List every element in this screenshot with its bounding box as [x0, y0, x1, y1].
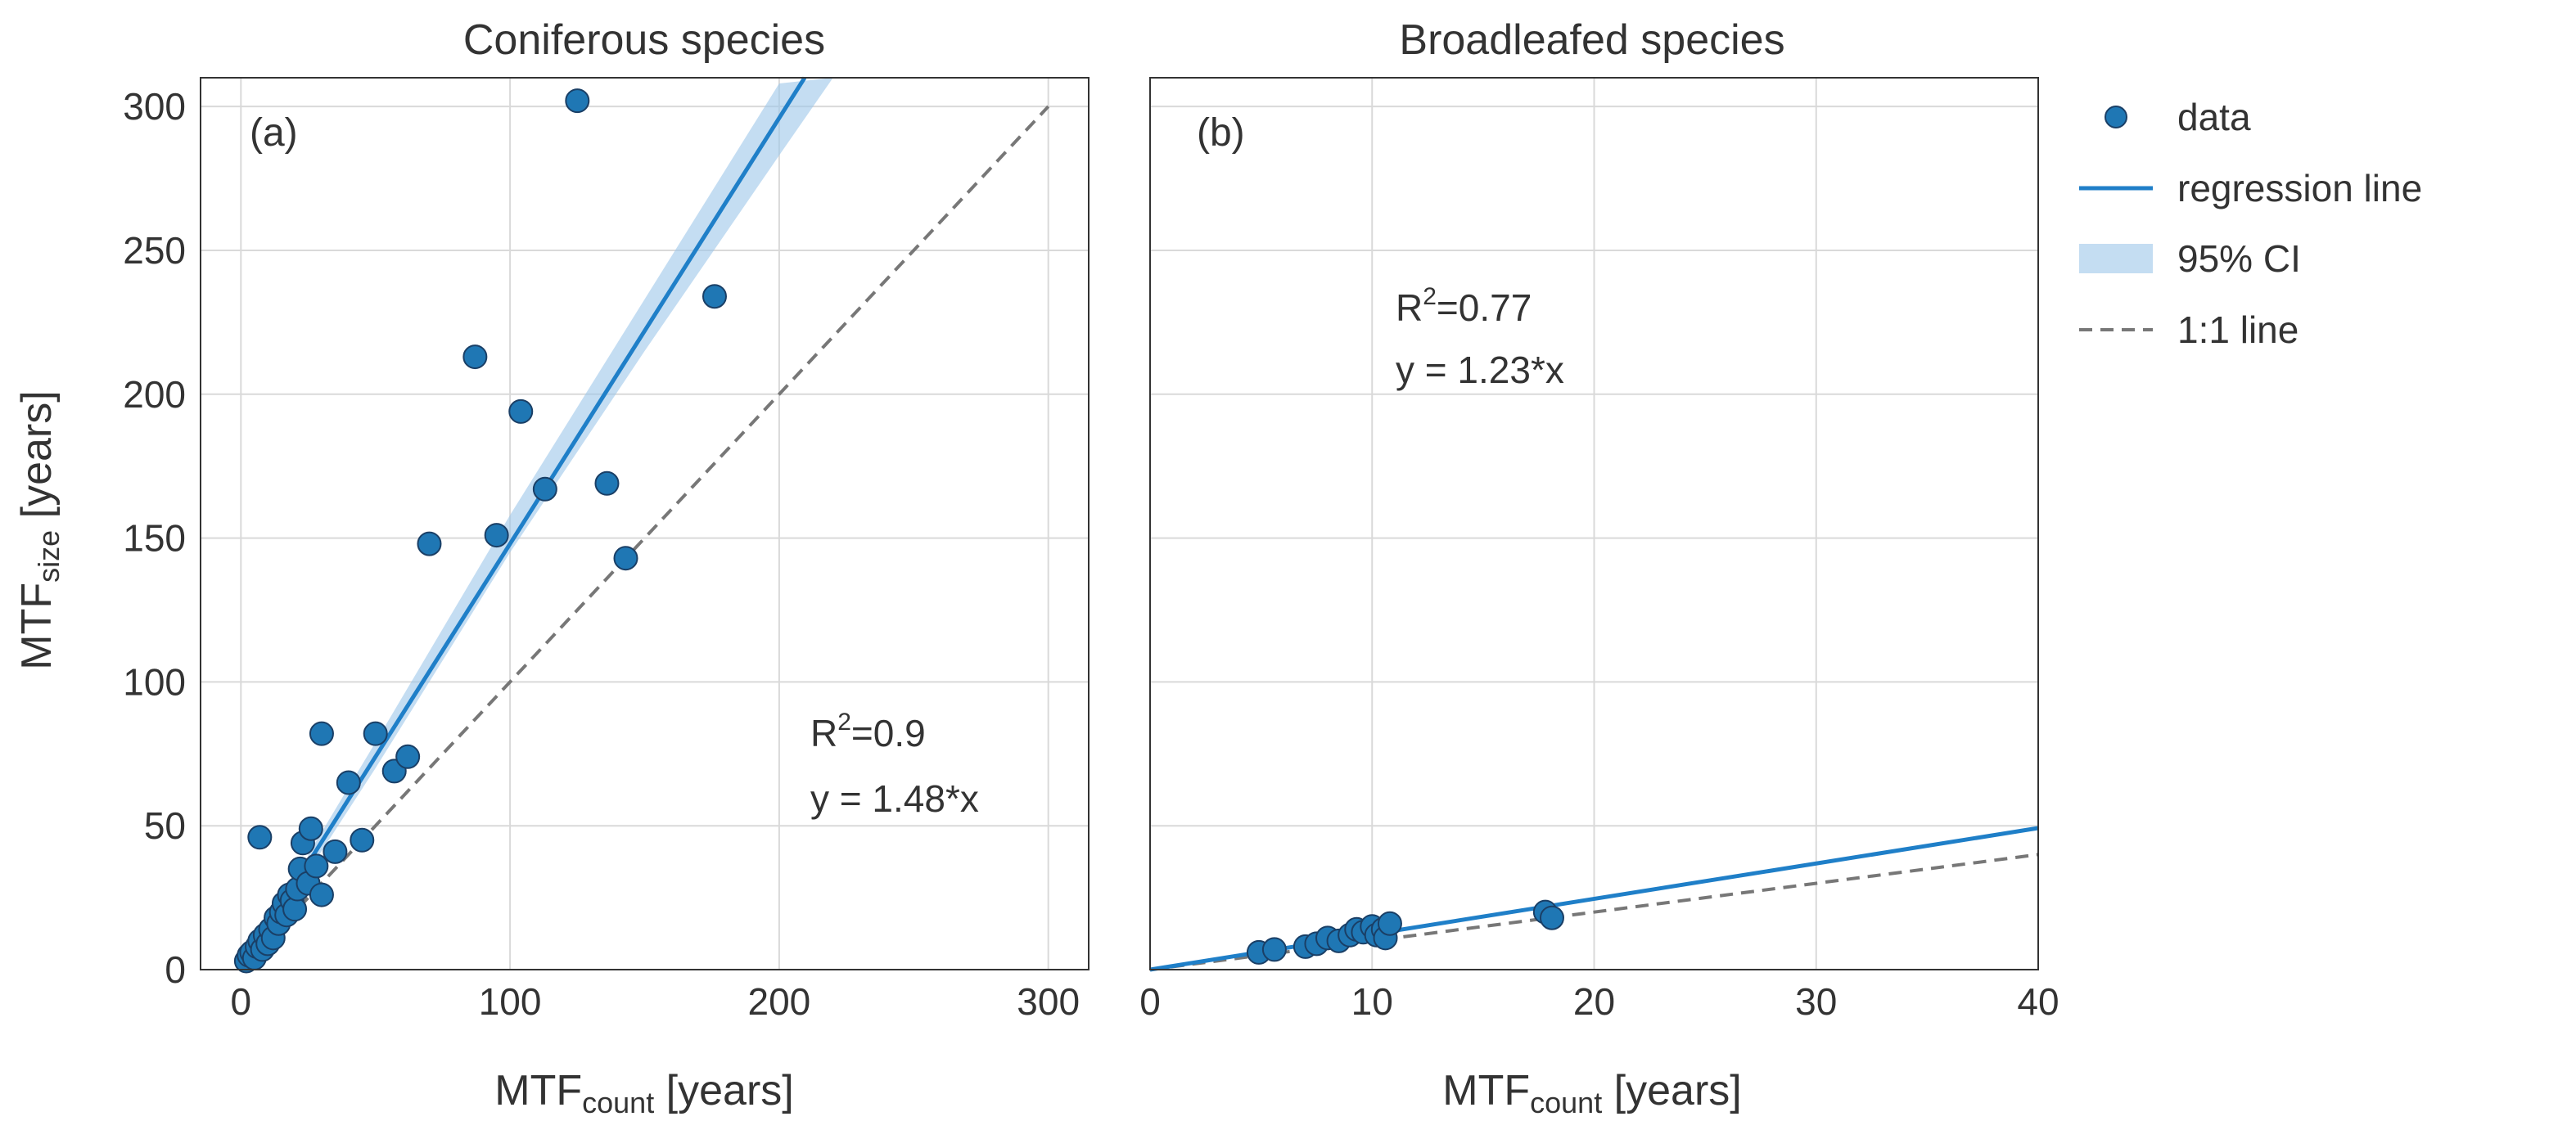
panel-label-b: (b): [1197, 111, 1245, 155]
data-point: [565, 88, 590, 114]
legend-label-regression: regression line: [2177, 167, 2422, 209]
y-tick-label: 0: [165, 948, 186, 991]
ci-band: [308, 78, 833, 872]
ci-band-a: [308, 78, 833, 872]
data-point: [508, 398, 534, 424]
one-to-one-line: [239, 105, 1050, 971]
y-ticks-a: 0 50 100 150 200 250 300: [123, 85, 186, 991]
x-tick-label: 0: [231, 980, 252, 1023]
x-tick-label: 40: [2017, 980, 2059, 1023]
chart-title-a: Coniferous species: [463, 16, 825, 64]
x-axis-label-b: MTFcount [years]: [1442, 1067, 1741, 1119]
equation-a: y = 1.48*x: [810, 777, 979, 820]
data-point: [309, 882, 334, 907]
data-point: [247, 825, 273, 850]
data-point: [298, 816, 323, 841]
r2-annotation-a: R2=0.9: [810, 709, 926, 754]
data-point: [395, 744, 421, 769]
data-point: [336, 770, 361, 795]
legend: data regression line 95% CI 1:1 line: [2079, 96, 2422, 351]
y-tick-label: 200: [123, 373, 186, 416]
grid-b: [1149, 78, 2039, 970]
points-b: [1246, 899, 1564, 965]
x-tick-label: 200: [748, 980, 811, 1023]
points-a: [233, 88, 727, 974]
data-point: [417, 531, 442, 556]
legend-marker-data: [2105, 106, 2127, 128]
panel-broadleafed: 0 10 20 30 40 Broadleafed species (b) R2=0.7…: [1139, 16, 2059, 1119]
data-point: [282, 897, 308, 922]
data-point: [532, 476, 557, 502]
y-tick-label: 300: [123, 85, 186, 128]
chart-title-b: Broadleafed species: [1399, 16, 1784, 64]
x-axis-label-a: MTFcount [years]: [494, 1067, 793, 1119]
frame-a: [200, 77, 1089, 970]
data-point: [1261, 937, 1287, 962]
legend-label-one-to-one: 1:1 line: [2177, 308, 2299, 351]
one-to-one-line-a: [239, 105, 1050, 971]
frame-b: [1149, 77, 2039, 970]
legend-label-data: data: [2177, 96, 2251, 138]
y-axis-label-a: MTFsize [years]: [13, 390, 65, 669]
data-point: [309, 721, 334, 746]
data-point: [304, 853, 329, 879]
y-tick-label: 100: [123, 660, 186, 703]
y-tick-label: 50: [144, 804, 186, 847]
panel-label-a: (a): [250, 111, 298, 155]
x-tick-label: 30: [1795, 980, 1837, 1023]
regression-line-a: [239, 76, 807, 971]
legend-label-ci: 95% CI: [2177, 237, 2301, 280]
regression-line: [239, 76, 807, 971]
r2-annotation-b: R2=0.77: [1396, 283, 1532, 329]
data-point: [462, 344, 488, 370]
x-tick-label: 300: [1017, 980, 1080, 1023]
data-point: [702, 284, 727, 309]
data-point: [484, 523, 509, 548]
y-tick-label: 250: [123, 229, 186, 272]
equation-b: y = 1.23*x: [1396, 349, 1564, 391]
x-ticks-b: 0 10 20 30 40: [1139, 980, 2059, 1023]
x-tick-label: 100: [479, 980, 542, 1023]
data-point: [613, 546, 638, 571]
x-tick-label: 20: [1573, 980, 1615, 1023]
data-point: [323, 839, 348, 864]
x-tick-label: 10: [1351, 980, 1393, 1023]
grid-a: [201, 78, 1089, 970]
data-point: [363, 721, 388, 746]
data-point: [1539, 905, 1564, 930]
x-tick-label: 0: [1139, 980, 1161, 1023]
x-ticks-a: 0 100 200 300: [231, 980, 1080, 1023]
data-point: [1377, 911, 1402, 936]
panel-coniferous: 0 100 200 300 0 50 100 150 200 250 300 Coniferous…: [13, 16, 1089, 1119]
data-point: [594, 470, 620, 496]
legend-patch-ci: [2079, 244, 2153, 273]
y-tick-label: 150: [123, 517, 186, 560]
data-point: [350, 827, 375, 853]
